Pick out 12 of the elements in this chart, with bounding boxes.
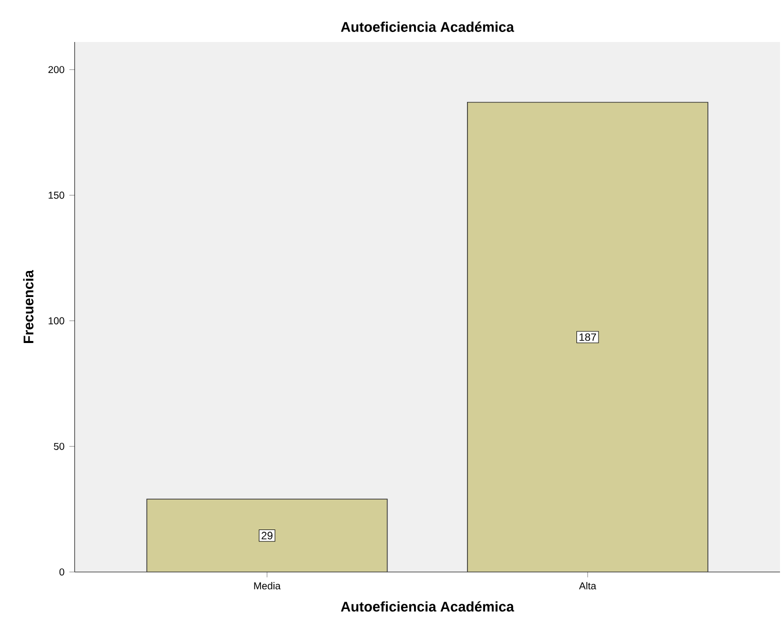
data-label: 187 — [580, 333, 596, 341]
data-label: 29 — [262, 532, 272, 540]
y-axis-title: Frecuencia — [23, 270, 34, 344]
y-tick-label: 0 — [59, 568, 64, 576]
y-tick-label: 200 — [48, 66, 64, 74]
y-tick-label: 50 — [54, 442, 64, 450]
y-tick-label: 100 — [48, 317, 64, 324]
x-tick-label: Alta — [579, 582, 596, 590]
y-tick-label: 150 — [48, 192, 64, 199]
x-axis-title: Autoeficiencia Académica — [340, 601, 514, 612]
x-tick-label: Media — [254, 582, 281, 590]
chart-title: Autoeficiencia Académica — [340, 22, 514, 32]
